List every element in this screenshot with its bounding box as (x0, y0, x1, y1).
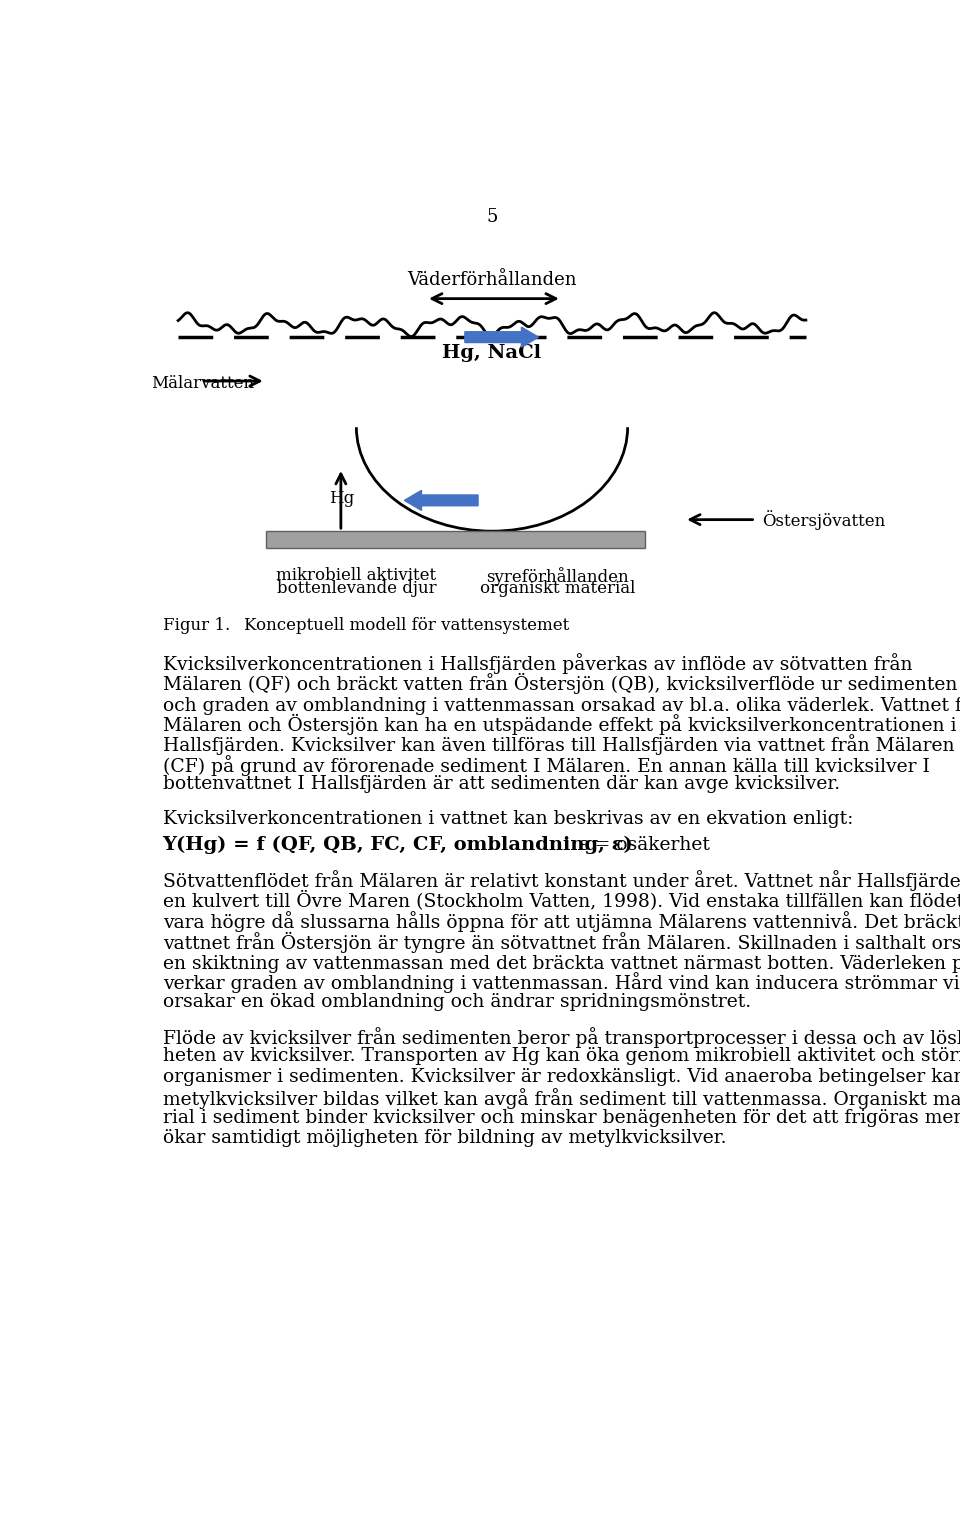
Text: Hg, NaCl: Hg, NaCl (443, 343, 541, 362)
Text: Sötvattenflödet från Mälaren är relativt konstant under året. Vattnet når Hallsf: Sötvattenflödet från Mälaren är relativt… (162, 871, 960, 891)
Text: mikrobiell aktivitet: mikrobiell aktivitet (276, 568, 437, 585)
Text: Mälaren och Östersjön kan ha en utspädande effekt på kvicksilverkoncentrationen : Mälaren och Östersjön kan ha en utspädan… (162, 714, 956, 736)
Text: Y(Hg) = f (QF, QB, FC, CF, omblandning, ε): Y(Hg) = f (QF, QB, FC, CF, omblandning, … (162, 836, 634, 854)
Bar (266, 531, 645, 548)
Text: vattnet från Östersjön är tyngre än sötvattnet från Mälaren. Skillnaden i saltha: vattnet från Östersjön är tyngre än sötv… (162, 931, 960, 953)
Text: Figur 1.: Figur 1. (162, 617, 229, 634)
Text: Kvicksilverkoncentrationen i Hallsfjärden påverkas av inflöde av sötvatten från: Kvicksilverkoncentrationen i Hallsfjärde… (162, 653, 912, 674)
FancyArrow shape (404, 491, 478, 511)
Text: metylkvicksilver bildas vilket kan avgå från sediment till vattenmassa. Organisk: metylkvicksilver bildas vilket kan avgå … (162, 1088, 960, 1110)
Text: en kulvert till Övre Maren (Stockholm Vatten, 1998). Vid enstaka tillfällen kan : en kulvert till Övre Maren (Stockholm Va… (162, 891, 960, 911)
Text: bottenvattnet I Hallsfjärden är att sedimenten där kan avge kvicksilver.: bottenvattnet I Hallsfjärden är att sedi… (162, 776, 840, 793)
FancyArrow shape (465, 328, 539, 348)
Text: vara högre då slussarna hålls öppna för att utjämna Mälarens vattennivå. Det brä: vara högre då slussarna hålls öppna för … (162, 911, 960, 933)
Text: verkar graden av omblandning i vattenmassan. Hård vind kan inducera strömmar vil: verkar graden av omblandning i vattenmas… (162, 973, 960, 993)
Text: (CF) på grund av förorenade sediment I Mälaren. En annan källa till kvicksilver : (CF) på grund av förorenade sediment I M… (162, 754, 929, 776)
Text: ε = osäkerhet: ε = osäkerhet (579, 836, 709, 854)
Text: heten av kvicksilver. Transporten av Hg kan öka genom mikrobiell aktivitet och s: heten av kvicksilver. Transporten av Hg … (162, 1048, 960, 1065)
Text: ökar samtidigt möjligheten för bildning av metylkvicksilver.: ökar samtidigt möjligheten för bildning … (162, 1130, 726, 1147)
Text: en skiktning av vattenmassan med det bräckta vattnet närmast botten. Väderleken : en skiktning av vattenmassan med det brä… (162, 953, 960, 973)
Text: orsakar en ökad omblandning och ändrar spridningsmönstret.: orsakar en ökad omblandning och ändrar s… (162, 993, 751, 1011)
Text: Flöde av kvicksilver från sedimenten beror på transportprocesser i dessa och av : Flöde av kvicksilver från sedimenten ber… (162, 1027, 960, 1048)
Text: Väderförhållanden: Väderförhållanden (407, 271, 577, 289)
Text: bottenlevande djur: bottenlevande djur (276, 580, 436, 597)
Text: Mälarvatten: Mälarvatten (151, 376, 254, 392)
Text: Hallsfjärden. Kvicksilver kan även tillföras till Hallsfjärden via vattnet från : Hallsfjärden. Kvicksilver kan även tillf… (162, 734, 954, 756)
Text: Kvicksilverkoncentrationen i vattnet kan beskrivas av en ekvation enligt:: Kvicksilverkoncentrationen i vattnet kan… (162, 810, 853, 828)
Text: 5: 5 (487, 208, 497, 226)
Text: Mälaren (QF) och bräckt vatten från Östersjön (QB), kvicksilverflöde ur sediment: Mälaren (QF) och bräckt vatten från Öste… (162, 673, 960, 694)
Text: Konceptuell modell för vattensystemet: Konceptuell modell för vattensystemet (244, 617, 569, 634)
Text: syreförhållanden: syreförhållanden (487, 568, 629, 586)
Text: rial i sediment binder kvicksilver och minskar benägenheten för det att frigöras: rial i sediment binder kvicksilver och m… (162, 1108, 960, 1127)
Text: Hg: Hg (329, 491, 354, 508)
Text: och graden av omblandning i vattenmassan orsakad av bl.a. olika väderlek. Vattne: och graden av omblandning i vattenmassan… (162, 694, 960, 714)
Text: organiskt material: organiskt material (480, 580, 636, 597)
Text: Östersjövatten: Östersjövatten (761, 509, 885, 529)
Text: organismer i sedimenten. Kvicksilver är redoxkänsligt. Vid anaeroba betingelser : organismer i sedimenten. Kvicksilver är … (162, 1068, 960, 1087)
